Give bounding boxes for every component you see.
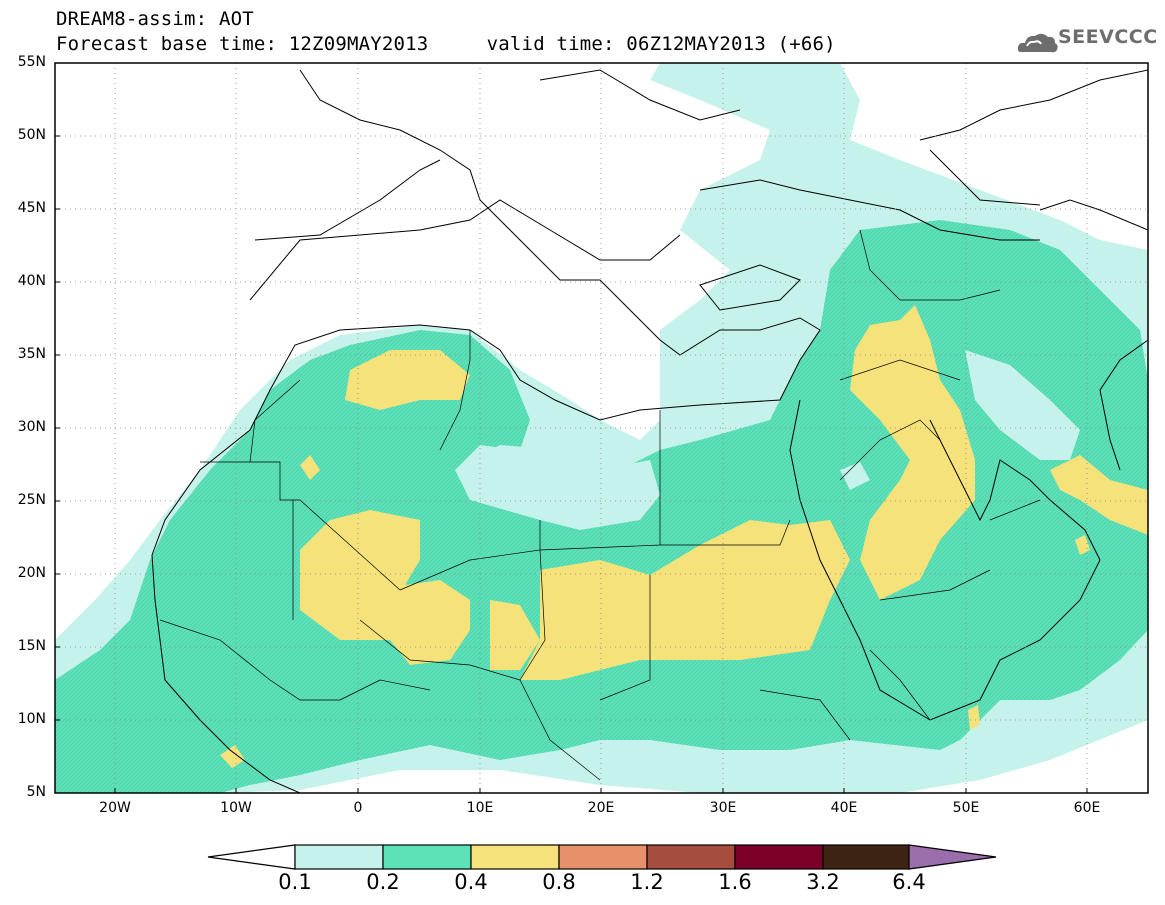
aot-holes xyxy=(455,350,1080,530)
lat-tick-label: 55N xyxy=(17,54,46,70)
lon-tick-label: 60E xyxy=(1073,800,1101,816)
lon-tick-label: 30E xyxy=(709,800,737,816)
lat-tick-label: 45N xyxy=(17,200,46,216)
lon-tick-label: 20W xyxy=(99,800,131,816)
colorbar-label: 0.4 xyxy=(454,870,488,894)
lon-tick-label: 0 xyxy=(353,800,363,816)
lon-tick-label: 40E xyxy=(830,800,858,816)
lat-tick-label: 20N xyxy=(17,565,46,581)
aot-band-0.4 xyxy=(220,305,1148,768)
lon-tick-label: 10E xyxy=(466,800,494,816)
colorbar-box-1.6 xyxy=(734,844,824,870)
lon-tick-label: 50E xyxy=(952,800,980,816)
lat-tick-label: 10N xyxy=(17,711,46,727)
colorbar-high-arrow xyxy=(908,844,997,870)
colorbar-label: 3.2 xyxy=(806,870,840,894)
lat-tick-label: 30N xyxy=(17,419,46,435)
cloud-logo-icon xyxy=(1017,33,1058,53)
coastlines xyxy=(151,69,1148,793)
colorbar-label: 0.2 xyxy=(366,870,400,894)
lat-tick-label: 50N xyxy=(17,127,46,143)
colorbar-box-0.2 xyxy=(382,844,472,870)
colorbar-label: 1.6 xyxy=(718,870,752,894)
colorbar xyxy=(207,844,997,870)
colorbar-label: 6.4 xyxy=(892,870,926,894)
colorbar-label: 1.2 xyxy=(630,870,664,894)
country-borders xyxy=(159,229,1041,781)
colorbar-box-3.2 xyxy=(822,844,910,870)
colorbar-box-0.8 xyxy=(558,844,648,870)
map-title: DREAM8-assim: AOT xyxy=(56,8,254,30)
colorbar-box-0.4 xyxy=(470,844,560,870)
lon-tick-label: 10W xyxy=(220,800,252,816)
colorbar-label: 0.8 xyxy=(542,870,576,894)
forecast-time-line: Forecast base time: 12Z09MAY2013 valid t… xyxy=(56,33,836,55)
colorbar-box-0.1 xyxy=(294,844,384,870)
lon-tick-label: 20E xyxy=(587,800,615,816)
lat-tick-label: 25N xyxy=(17,492,46,508)
lat-tick-label: 15N xyxy=(17,638,46,654)
colorbar-box-1.2 xyxy=(646,844,736,870)
lat-tick-label: 5N xyxy=(26,784,46,800)
lat-tick-label: 35N xyxy=(17,346,46,362)
colorbar-low-arrow xyxy=(207,844,296,870)
grid-lines xyxy=(55,63,1148,793)
lat-tick-label: 40N xyxy=(17,273,46,289)
axis-ticks xyxy=(55,62,1088,793)
logo-text: SEEVCCC xyxy=(1058,26,1158,48)
colorbar-label: 0.1 xyxy=(278,870,312,894)
